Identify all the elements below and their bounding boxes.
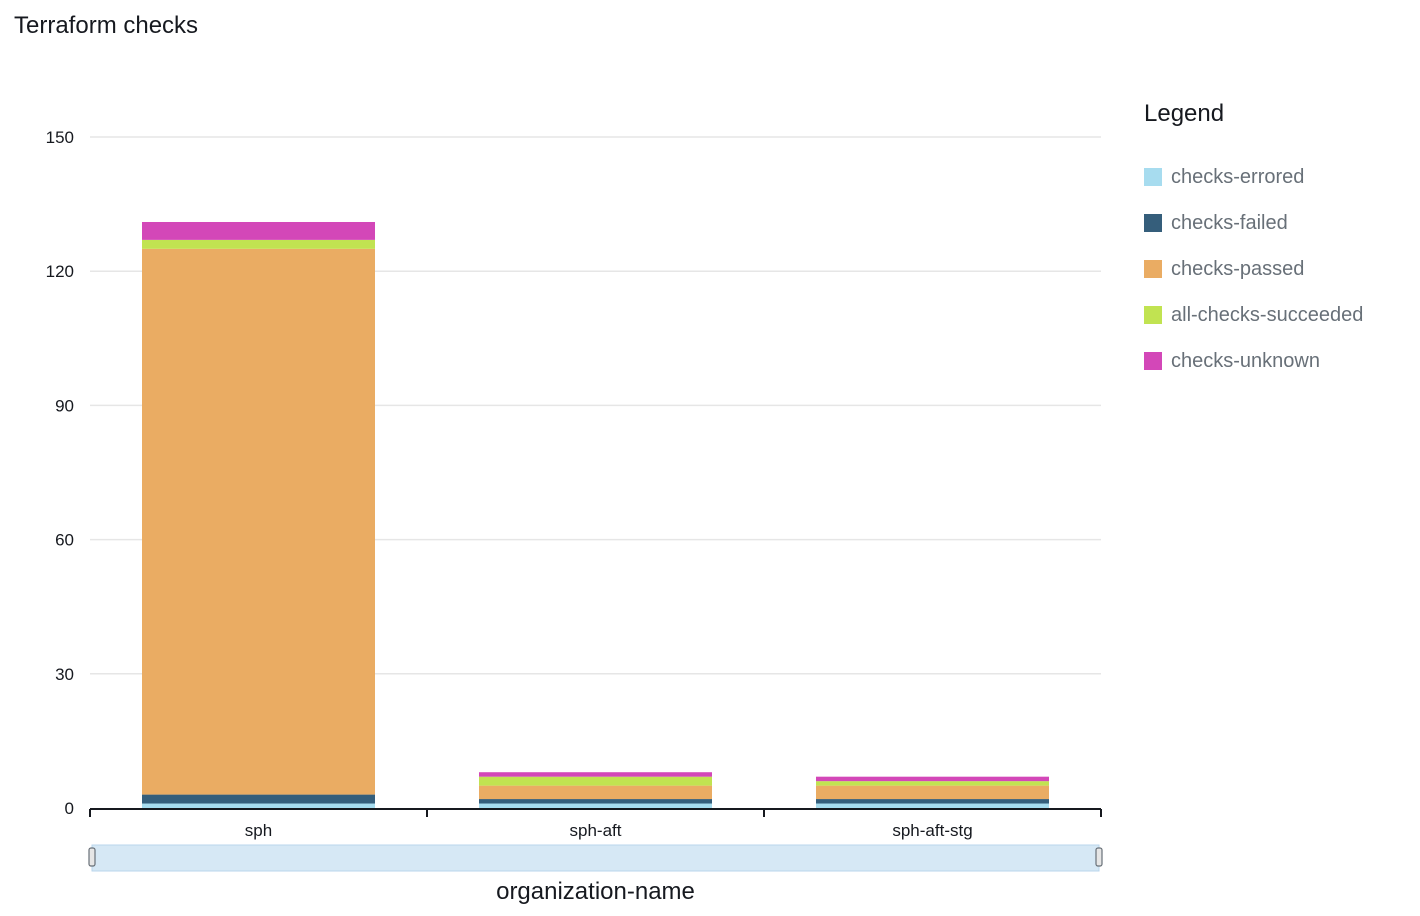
y-tick-label: 90 <box>55 396 74 415</box>
legend-item-checks-failed[interactable]: checks-failed <box>1144 200 1363 246</box>
bar-segment-sph-aft-stg-checks-failed <box>816 799 1049 804</box>
legend-swatch <box>1144 214 1162 232</box>
scrollbar-track <box>91 844 1100 872</box>
legend-swatch <box>1144 168 1162 186</box>
legend-item-checks-errored[interactable]: checks-errored <box>1144 154 1363 200</box>
x-tick-label: sph <box>245 821 272 840</box>
legend-label: all-checks-succeeded <box>1171 303 1364 326</box>
bar-segment-sph-aft-checks-failed <box>479 799 712 804</box>
legend-swatch <box>1144 352 1162 370</box>
bar-segment-sph-aft-stg-checks-unknown <box>816 776 1049 782</box>
bar-segment-sph-checks-unknown <box>142 221 375 240</box>
x-axis-title: organization-name <box>496 878 695 905</box>
bar-segment-sph-all-checks-succeeded <box>142 239 375 249</box>
y-tick-label: 60 <box>55 531 74 550</box>
scrollbar-handle[interactable] <box>88 847 96 867</box>
legend-label: checks-passed <box>1171 257 1305 280</box>
bar-segment-sph-aft-checks-errored <box>479 803 712 808</box>
bar-segment-sph-aft-stg-all-checks-succeeded <box>816 781 1049 786</box>
bar-segment-sph-checks-failed <box>142 794 375 804</box>
range-scrollbar[interactable] <box>88 844 1103 872</box>
bar-segment-sph-aft-all-checks-succeeded <box>479 776 712 786</box>
bar-segment-sph-aft-stg-checks-passed <box>816 785 1049 800</box>
bar-segment-sph-aft-checks-passed <box>479 785 712 800</box>
x-tick-label: sph-aft <box>570 821 622 840</box>
legend-label: checks-unknown <box>1171 349 1320 372</box>
bar-segment-sph-aft-checks-unknown <box>479 772 712 777</box>
legend-label: checks-errored <box>1171 165 1305 188</box>
bar-segment-sph-aft-stg-checks-errored <box>816 803 1049 808</box>
bars <box>142 221 1049 808</box>
scrollbar-handle[interactable] <box>1095 847 1103 867</box>
legend: Legend checks-errored checks-failed checks… <box>1144 100 1363 384</box>
bar-segment-sph-checks-errored <box>142 803 375 808</box>
legend-swatch <box>1144 260 1162 278</box>
y-tick-label: 120 <box>46 262 74 281</box>
legend-label: checks-failed <box>1171 211 1288 234</box>
legend-swatch <box>1144 306 1162 324</box>
x-tick-label: sph-aft-stg <box>892 821 972 840</box>
axes: 0 30 60 90 120 150 sph sph-aft sph-aft-stg <box>46 128 1102 840</box>
legend-item-checks-passed[interactable]: checks-passed <box>1144 246 1363 292</box>
bar-segment-sph-checks-passed <box>142 248 375 795</box>
y-tick-label: 0 <box>65 799 74 818</box>
legend-item-all-checks-succeeded[interactable]: all-checks-succeeded <box>1144 292 1363 338</box>
chart-plot: 0 30 60 90 120 150 sph sph-aft sph-aft-stg <box>46 128 1103 872</box>
legend-item-checks-unknown[interactable]: checks-unknown <box>1144 338 1363 384</box>
chart-title: Terraform checks <box>14 12 199 39</box>
y-tick-label: 150 <box>46 128 74 147</box>
legend-title: Legend <box>1144 100 1225 127</box>
y-tick-label: 30 <box>55 665 74 684</box>
